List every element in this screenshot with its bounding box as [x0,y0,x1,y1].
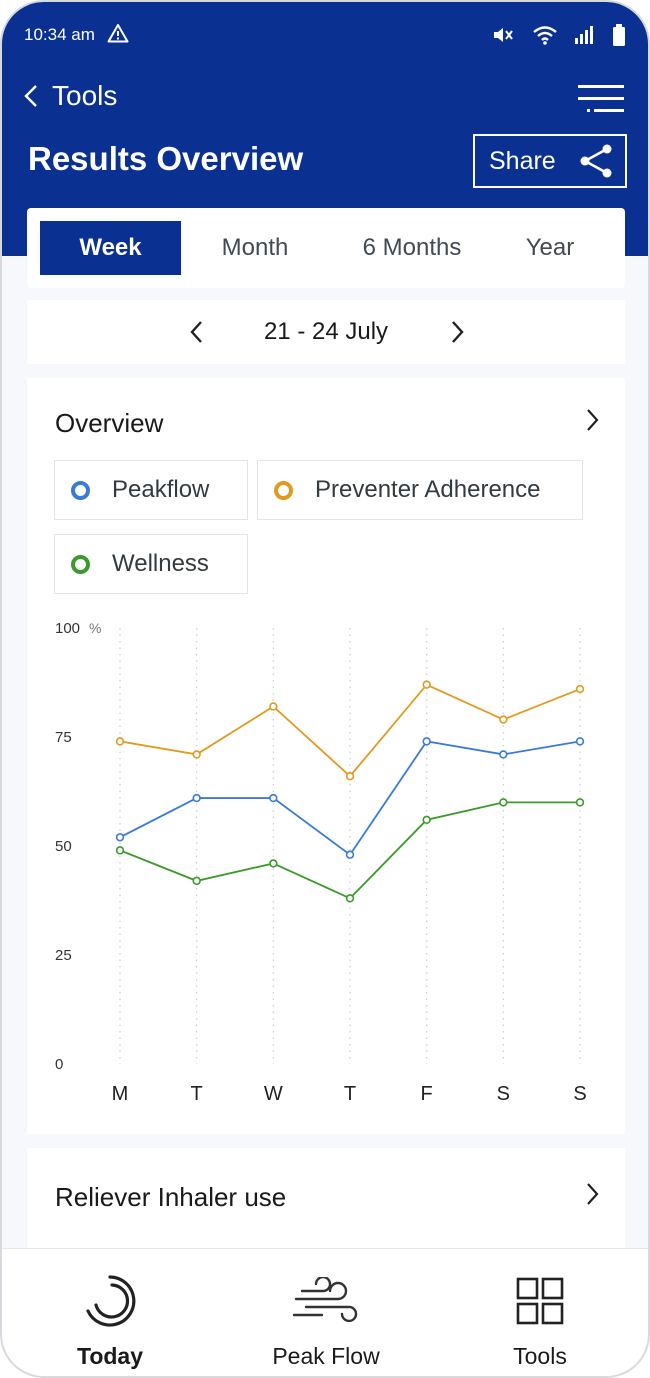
mute-icon [494,28,513,42]
status-time: 10:34 am [24,25,95,44]
data-point [269,859,278,868]
x-tick-label: T [344,1083,356,1105]
data-point [499,715,508,724]
x-tick-label: S [497,1083,510,1105]
legend-label: Preventer Adherence [315,476,541,503]
tab-week[interactable]: Week [40,221,181,275]
nav-peak-flow[interactable]: Peak Flow [248,1249,404,1376]
legend-marker-icon [71,480,90,500]
overview-line-chart: 0 25 50 75 100 % M T W T F S S [55,620,587,1105]
chevron-right-icon [587,409,599,431]
bottom-navigation: Today Peak Flow Tools [2,1248,648,1376]
data-point [345,894,355,903]
y-unit-label: % [89,620,101,636]
chevron-left-icon [24,85,37,107]
status-bar: 10:34 am [24,20,626,50]
series-line [119,683,581,778]
data-point [422,815,431,825]
data-point [269,702,278,711]
nav-label: Tools [513,1343,567,1369]
nav-tools[interactable]: Tools [482,1249,598,1376]
tab-year[interactable]: Year [525,234,575,261]
data-point [575,684,585,694]
share-label: Share [489,146,556,175]
date-navigator: 21 - 24 July [27,300,625,364]
chevron-right-icon [587,1183,599,1205]
x-tick-label: W [264,1083,283,1105]
legend-label: Wellness [112,550,209,577]
data-point [192,750,201,759]
menu-icon [578,85,624,112]
nav-label: Peak Flow [272,1343,380,1369]
y-tick-label: 25 [55,947,72,964]
x-tick-label: T [191,1083,203,1105]
overview-title: Overview [55,408,164,438]
data-point [575,737,585,746]
back-button[interactable]: Tools [24,80,117,112]
y-tick-label: 50 [55,838,72,855]
share-button[interactable]: Share [473,134,627,188]
data-point [575,798,585,807]
data-point [115,846,125,855]
data-point [192,793,201,803]
x-tick-label: S [573,1083,586,1105]
x-tick-label: M [112,1083,129,1105]
wind-icon [292,1273,360,1329]
legend-marker-icon [71,554,90,574]
data-point [115,833,125,842]
grid-icon [516,1273,564,1329]
reliever-details-button[interactable] [582,1180,602,1208]
signal-icon [575,26,593,44]
x-tick-label: F [421,1083,433,1105]
chevron-right-icon [452,321,464,343]
wifi-icon [533,26,557,45]
back-label: Tools [52,80,118,111]
legend-label: Peakflow [112,476,210,503]
period-tabs: Week Month 6 Months Year [27,208,625,288]
page-title: Results Overview [28,140,304,177]
reliever-title: Reliever Inhaler use [55,1182,287,1212]
today-icon [82,1273,138,1329]
nav-today[interactable]: Today [42,1249,178,1376]
status-icons [492,24,626,46]
tab-month[interactable]: Month [221,234,289,261]
y-tick-label: 75 [55,729,72,746]
previous-week-button[interactable] [185,318,209,346]
data-point [192,876,201,886]
data-point [499,798,508,807]
menu-button[interactable] [578,84,624,114]
legend-marker-icon [274,480,293,500]
warning-icon [107,23,129,48]
data-point [269,793,278,803]
data-point [499,750,508,759]
data-point [422,680,431,689]
overview-details-button[interactable] [582,406,602,434]
chevron-left-icon [190,321,202,343]
y-tick-label: 100 [55,620,80,637]
legend-peakflow[interactable]: Peakflow [54,460,248,520]
data-point [345,850,355,859]
data-point [345,772,355,781]
nav-label: Today [76,1343,144,1369]
reliever-card[interactable]: Reliever Inhaler use [27,1148,625,1248]
legend-preventer-adherence[interactable]: Preventer Adherence [257,460,583,520]
date-range-label: 21 - 24 July [263,318,389,345]
y-tick-label: 0 [55,1056,63,1073]
share-icon [580,144,612,178]
legend-wellness[interactable]: Wellness [54,534,248,594]
battery-icon [613,24,625,46]
data-point [115,737,125,746]
overview-card: Overview Peakflow Preventer Adherence We… [27,378,625,1134]
next-week-button[interactable] [445,318,469,346]
data-point [422,737,431,746]
tab-6-months[interactable]: 6 Months [362,234,462,261]
